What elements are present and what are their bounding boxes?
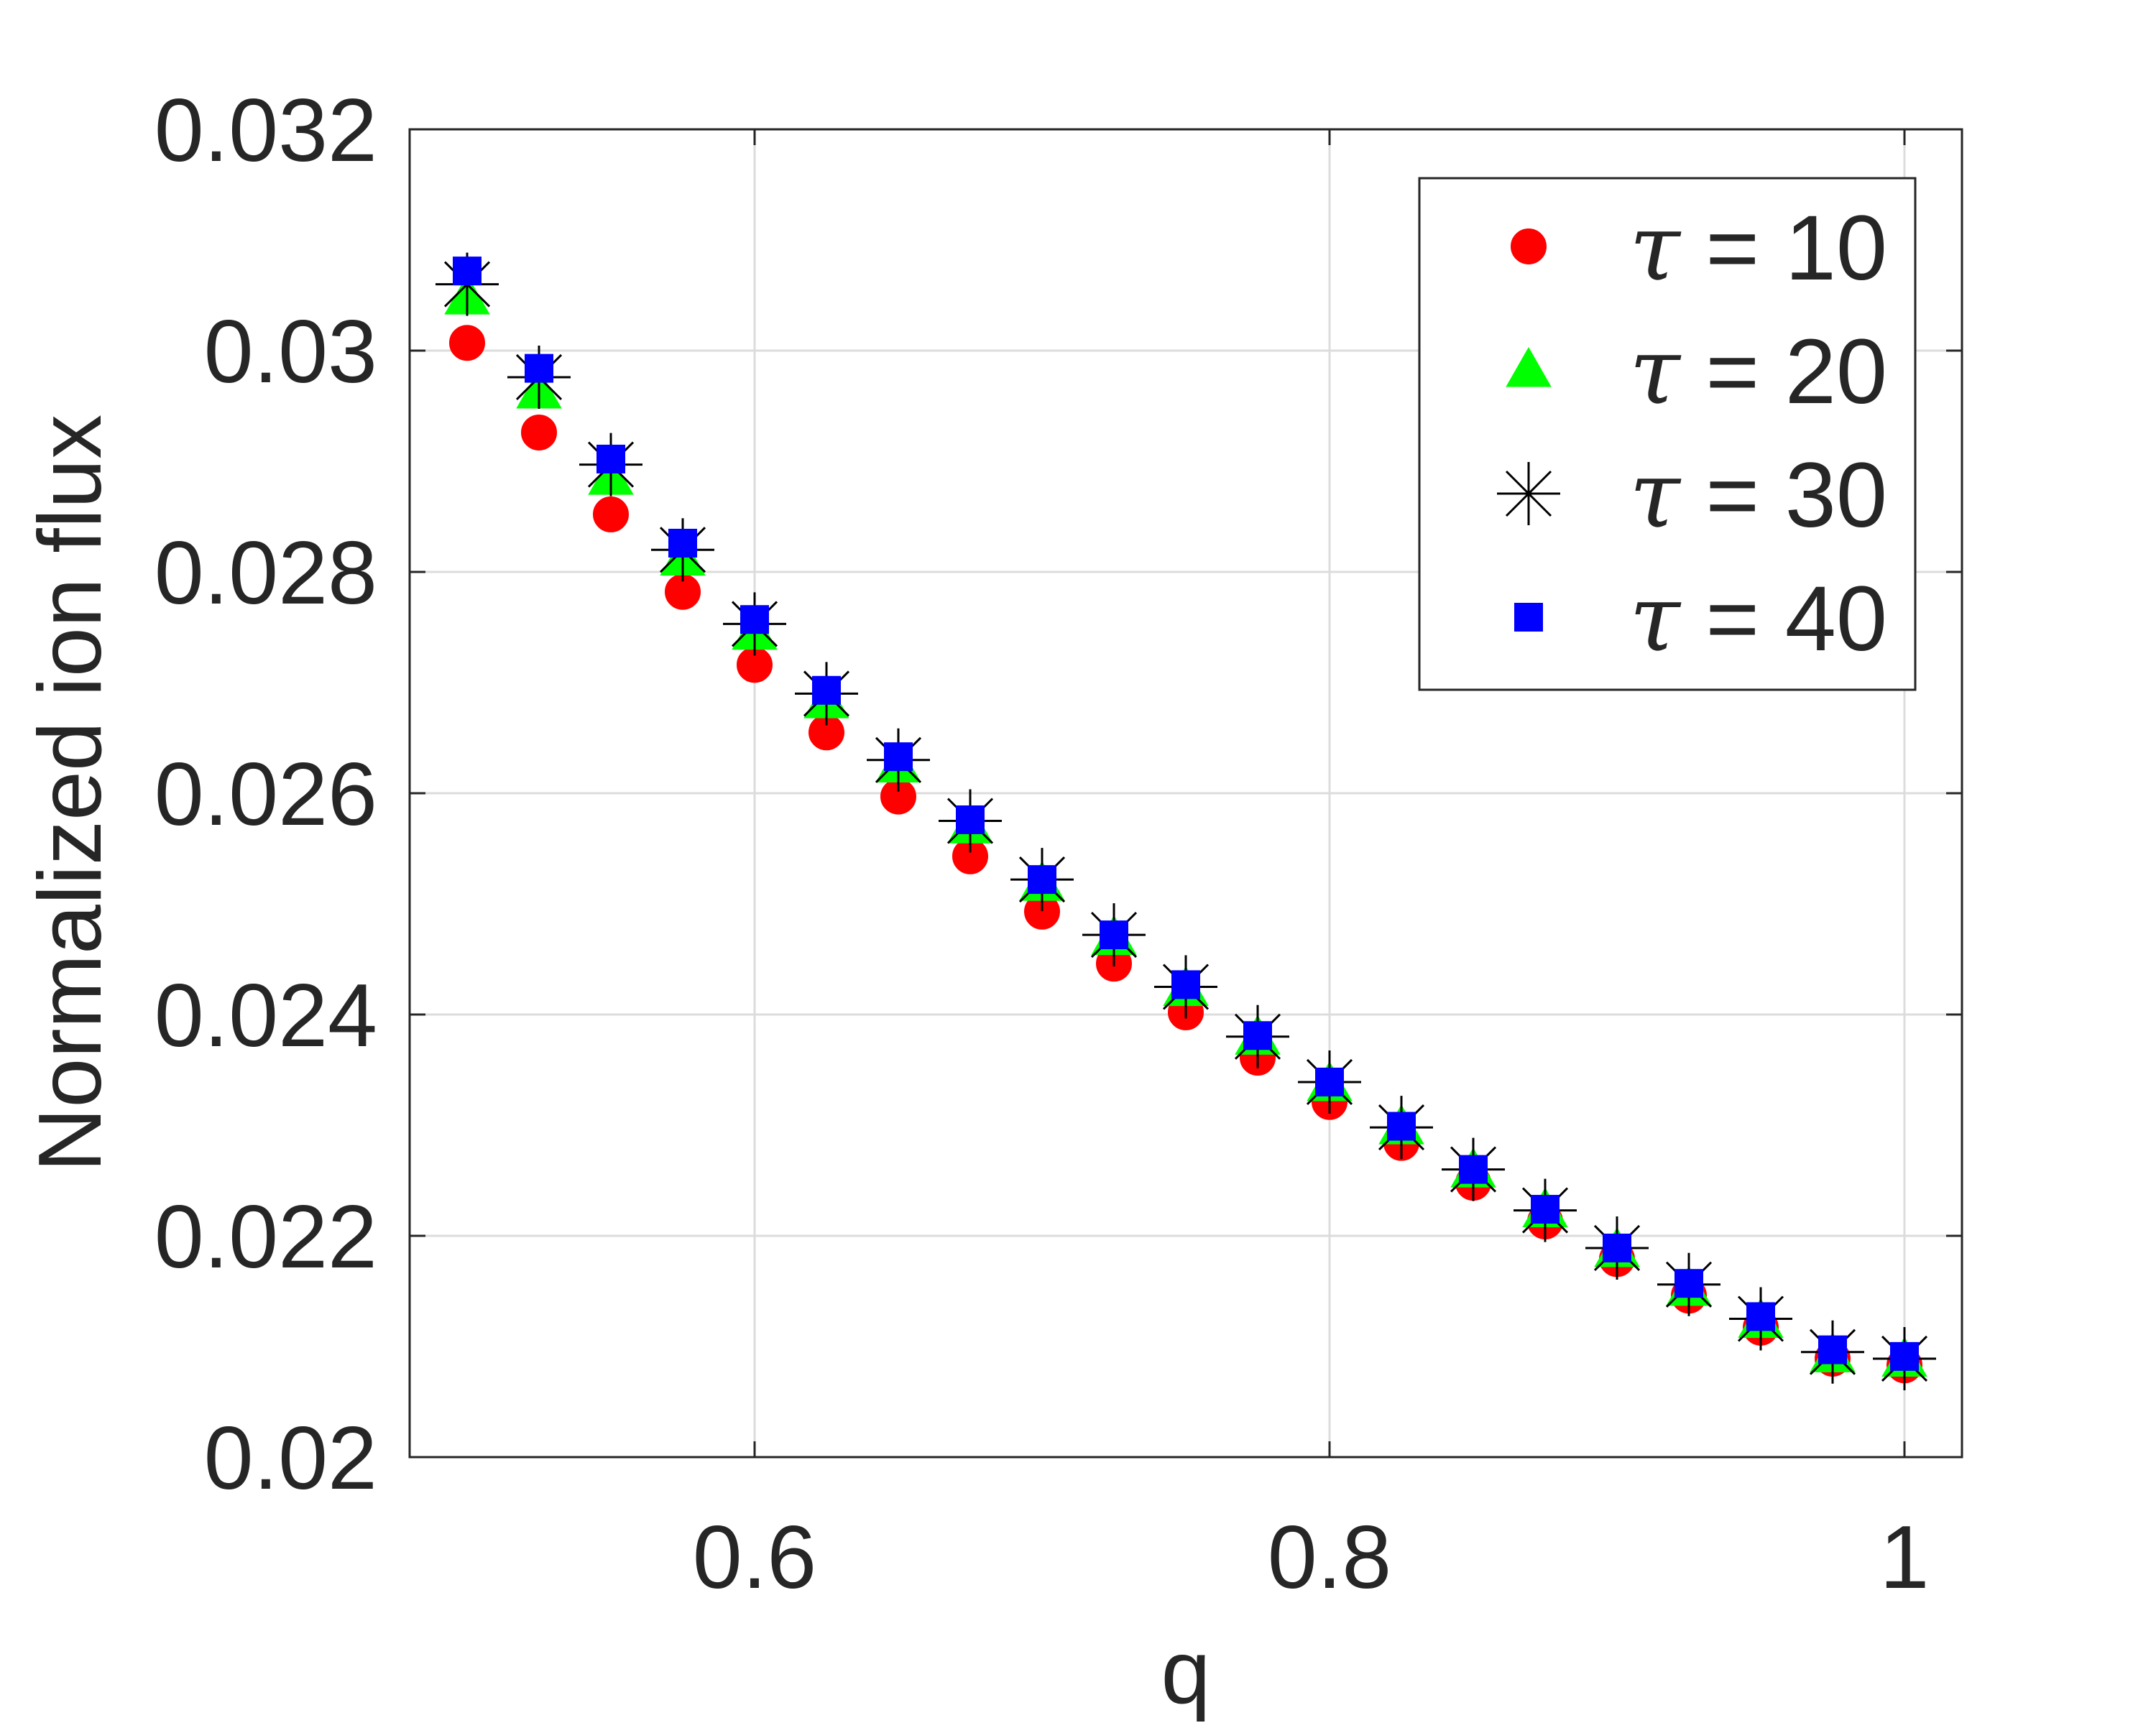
legend-marker-square <box>1514 603 1543 632</box>
y-tick-label: 0.03 <box>204 302 377 402</box>
legend-value: = 20 <box>1680 320 1887 423</box>
legend-value: = 40 <box>1680 568 1887 670</box>
data-point-square <box>1674 1269 1703 1298</box>
legend-label: τ = 30 <box>1629 442 1887 549</box>
legend-marker-asterisk <box>1497 462 1560 525</box>
legend-tau-symbol: τ <box>1629 318 1682 425</box>
data-point-square <box>884 742 913 772</box>
data-point-square <box>1171 970 1200 999</box>
data-point-square <box>668 528 697 558</box>
data-point-square <box>1387 1112 1416 1141</box>
data-point-square <box>1028 865 1056 895</box>
data-point-square <box>596 444 625 473</box>
x-axis-label: q <box>1161 1623 1211 1722</box>
legend-label: τ = 40 <box>1629 565 1887 673</box>
y-tick-label: 0.022 <box>155 1188 377 1287</box>
legend-tau-symbol: τ <box>1629 195 1682 302</box>
legend-item: τ = 40 <box>1514 565 1887 673</box>
y-tick-label: 0.032 <box>155 81 377 180</box>
data-point-square <box>1459 1155 1488 1184</box>
legend-label: τ = 10 <box>1629 195 1887 302</box>
data-point-square <box>956 805 985 834</box>
data-point-square <box>1100 920 1128 950</box>
legend-item: τ = 20 <box>1506 318 1887 425</box>
data-point-square <box>525 354 553 383</box>
y-tick-label: 0.028 <box>155 524 377 623</box>
y-tick-label: 0.024 <box>155 966 377 1066</box>
legend-item: τ = 30 <box>1497 442 1887 549</box>
legend-tau-symbol: τ <box>1629 565 1682 673</box>
data-point-circle <box>449 325 485 361</box>
legend-label: τ = 20 <box>1629 318 1887 425</box>
x-tick-label: 0.6 <box>693 1508 816 1607</box>
x-tick-label: 1 <box>1880 1508 1930 1607</box>
series-4 <box>453 257 1919 1371</box>
legend: τ = 10τ = 20τ = 30τ = 40 <box>1418 177 1917 691</box>
y-tick-label: 0.02 <box>204 1409 377 1508</box>
data-point-square <box>1818 1335 1847 1364</box>
legend-marker-triangle <box>1506 346 1552 387</box>
legend-value: = 30 <box>1680 444 1887 547</box>
data-point-square <box>453 257 482 286</box>
data-point-square <box>1890 1341 1919 1371</box>
data-point-square <box>1315 1067 1344 1096</box>
x-tick-label: 0.8 <box>1268 1508 1391 1607</box>
data-point-circle <box>593 496 629 532</box>
data-point-square <box>1746 1302 1775 1331</box>
legend-marker-circle <box>1511 228 1547 264</box>
legend-box <box>1418 177 1917 691</box>
axes: 0.6 0.8 1 0.02 0.022 0.024 0.026 0.028 0.03 0.032 <box>155 81 1963 1607</box>
legend-item: τ = 10 <box>1511 195 1887 302</box>
legend-tau-symbol: τ <box>1629 442 1682 549</box>
data-point-square <box>740 605 769 634</box>
data-point-square <box>812 675 841 705</box>
data-point-square <box>1531 1195 1560 1224</box>
y-tick-label: 0.026 <box>155 745 377 844</box>
data-point-circle <box>521 414 557 451</box>
y-axis-label: Normalized ion flux <box>21 415 120 1172</box>
data-markers <box>436 252 1936 1390</box>
legend-value: = 10 <box>1680 197 1887 300</box>
data-point-square <box>1603 1233 1631 1262</box>
data-point-square <box>1243 1021 1272 1050</box>
